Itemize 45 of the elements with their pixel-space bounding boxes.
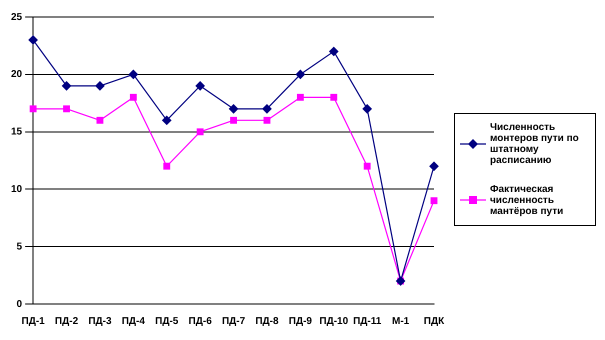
point [362,104,372,114]
x-tick-label: ПД-11 [353,316,382,327]
point [95,81,105,90]
point [228,104,238,114]
point [63,105,70,112]
point [262,104,272,114]
point [28,35,38,45]
point [30,105,37,112]
point [264,116,270,124]
y-tick-label: 25 [11,12,23,23]
x-tick-label: ПД-3 [88,316,112,327]
x-tick-label: ПД-8 [255,316,280,327]
y-tick-label: 20 [11,69,23,80]
x-tick-label: ПД-9 [288,316,312,327]
point [364,162,371,170]
point [162,116,172,125]
point [196,81,205,90]
point [329,46,338,56]
x-tick-label: М-1 [392,316,410,327]
y-tick-label: 10 [11,184,23,195]
y-tick-label: 5 [16,241,23,252]
point [296,70,305,79]
x-tick-label: ПД-5 [155,316,179,327]
legend-label: Численность монтеров пути по штатному расписанию [490,122,580,166]
point [330,94,338,101]
point [128,70,138,79]
point [430,197,438,204]
y-tick-label: 0 [16,298,23,310]
x-tick-label: ПД-6 [188,316,212,327]
point [62,81,72,90]
point [163,162,170,170]
x-tick-label: ПД-2 [54,316,79,327]
y-tick-label: 15 [11,126,23,138]
x-tick-label: ПД-7 [222,316,246,327]
x-tick-label: ПД-10 [319,316,349,327]
point [296,94,304,101]
point [96,116,104,124]
x-tick-label: ПДК [424,316,446,327]
x-tick-label: ПД-4 [122,316,146,327]
legend-label: Фактическая численность мантёров пути [490,184,564,216]
point [429,162,439,171]
point [196,128,204,136]
point [130,94,137,101]
x-tick-label: ПД-1 [22,316,46,327]
point [230,116,237,124]
